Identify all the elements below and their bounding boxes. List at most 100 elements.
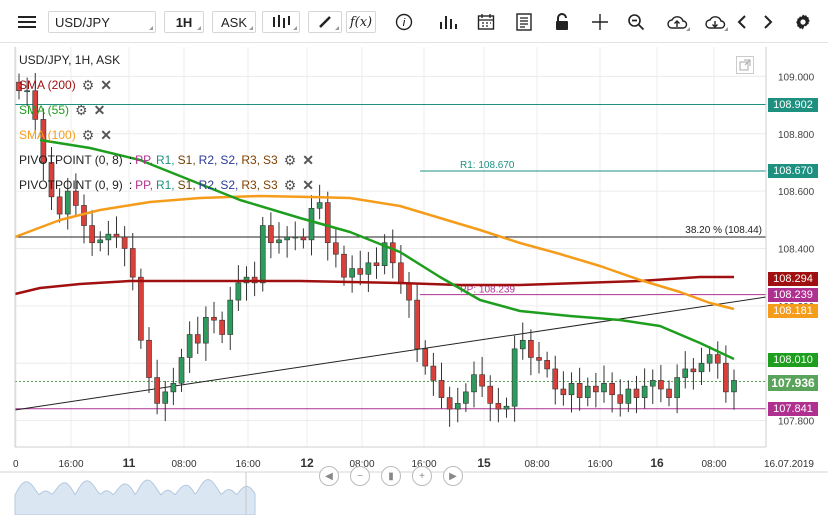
candle-down [113,233,120,238]
gear-icon[interactable]: ⚙ [75,102,88,118]
pivot-item: S2, [220,178,239,192]
crosshair-button[interactable] [588,11,612,33]
candle-down [56,196,63,215]
symbol-select[interactable]: USD/JPY [48,11,156,33]
price-label: 108.010 [768,353,818,368]
draw-button[interactable] [308,11,342,33]
function-icon: f(x) [349,14,373,30]
function-button[interactable]: f(x) [346,11,376,33]
y-tick-label: 109.000 [778,72,815,83]
close-icon[interactable]: ✕ [100,126,112,143]
x-tick-label: 08:00 [349,459,374,470]
candle-down [576,382,583,398]
settings-button[interactable] [792,11,814,33]
price-label: 107.936 [768,374,818,391]
candle-down [528,339,534,358]
lock-button[interactable] [550,11,574,33]
lock-icon [556,13,568,30]
legend-sma200[interactable]: SMA (200) ⚙ ✕ [19,76,112,94]
axes: 109.000108.800108.600108.400108.200107.8… [13,47,815,470]
close-icon[interactable]: ✕ [100,76,112,93]
candle-up [162,391,169,404]
candle-up [682,368,689,378]
gear-icon[interactable]: ⚙ [81,127,95,143]
legend-sma55[interactable]: SMA (55) ⚙ ✕ [19,101,105,119]
zoom-button[interactable] [624,11,648,33]
pivot-item: S2, [220,153,239,167]
download-button[interactable] [700,11,730,33]
price-label: 108.239 [768,287,818,302]
close-icon[interactable]: ✕ [302,176,315,193]
next-button[interactable] [758,11,778,33]
news-button[interactable] [512,11,536,33]
sma100-line [14,194,735,311]
info-button[interactable]: i [392,11,416,33]
pivot-item: R3, [241,153,261,167]
legend-pivot-sep: : [128,153,133,167]
legend-pivot-8[interactable]: PIVOTPOINT (0, 8) : PP, R1, S1, R2, S2, … [19,151,314,169]
x-tick-label: 11 [123,456,136,470]
trend-line [14,296,767,411]
price-type-select[interactable]: ASK [212,11,256,33]
x-tick-label: 08:00 [171,459,196,470]
candle-down [536,357,542,361]
crosshair-icon [592,14,608,30]
legend-sma200-label: SMA (200) [19,78,76,92]
interval-select[interactable]: 1H [164,11,204,33]
chart-panel[interactable]: R1: 108.670 38.20 % (108.44) PP: 108.239 1… [0,43,828,515]
y-tick-label: 108.800 [778,130,815,141]
candle-down [560,388,567,396]
candle-down [422,348,429,367]
pivot-item: R2, [198,153,218,167]
candle-down [219,319,225,335]
menu-icon[interactable] [12,11,42,33]
candle-down [211,317,217,321]
candle-up [105,233,112,241]
candle-up [706,354,713,364]
zoom-out-icon[interactable]: − [350,466,370,486]
prev-button[interactable] [732,11,752,33]
candle-up [203,317,209,344]
indicators-button[interactable] [436,11,460,33]
gear-icon[interactable]: ⚙ [283,177,297,193]
scroll-right-icon[interactable]: ▶ [443,466,463,486]
candle-down [593,385,599,393]
x-tick-label: 16:00 [411,459,436,470]
candle-down [32,90,39,120]
candle-up [170,382,177,393]
reset-zoom-icon[interactable]: ▮ [381,466,401,486]
expand-icon[interactable] [736,56,754,74]
price-label: 108.902 [768,97,818,112]
gear-icon[interactable]: ⚙ [81,77,95,93]
sma200-line [14,275,734,296]
candle-down [154,377,160,404]
pivot-item: R2, [198,178,218,192]
moving-averages [14,138,735,361]
candle-up [503,405,510,410]
legend-sma100-label: SMA (100) [19,128,76,142]
indicators-icon [440,16,457,29]
chart-svg[interactable]: R1: 108.670 38.20 % (108.44) PP: 108.239 1… [0,43,828,515]
gear-icon[interactable]: ⚙ [283,152,297,168]
zoom-in-icon[interactable]: + [412,466,432,486]
candle-down [552,368,559,390]
candle-down [406,282,412,301]
candle-up [259,225,266,284]
candle-up [625,388,632,404]
candle-down [438,380,445,398]
candle-down [341,253,347,278]
x-tick-label: 08:00 [701,459,726,470]
x-tick-label: 0 [13,459,19,470]
legend-pivot-9[interactable]: PIVOTPOINT (0, 9) : PP, R1, S1, R2, S2, … [19,176,314,194]
price-type-value: ASK [220,14,247,30]
calendar-button[interactable] [474,11,498,33]
close-icon[interactable]: ✕ [93,101,106,118]
legend-sma100[interactable]: SMA (100) ⚙ ✕ [19,126,112,144]
close-icon[interactable]: ✕ [302,151,315,168]
candle-down [690,368,697,373]
chart-type-button[interactable] [262,11,300,33]
scroll-left-icon[interactable]: ◀ [319,466,339,486]
candle-up [584,385,591,398]
pivot-item: R1, [155,153,175,167]
upload-button[interactable] [662,11,692,33]
